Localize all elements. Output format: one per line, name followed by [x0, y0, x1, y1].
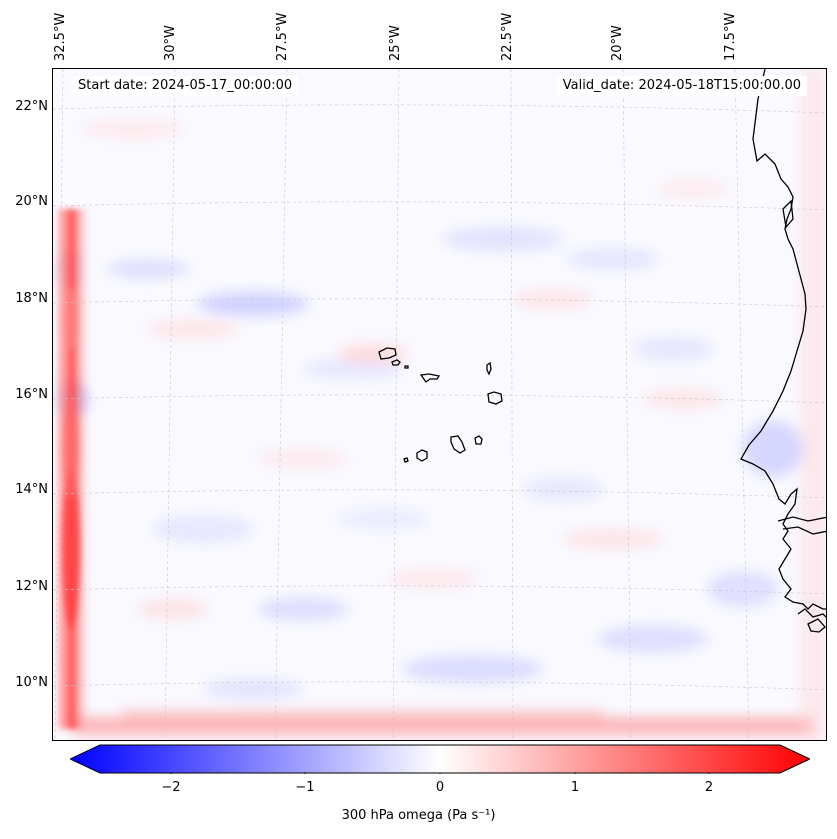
latitude-label-20n: 20°N: [15, 194, 48, 209]
island-maio: [474, 435, 483, 445]
latitude-label-16n: 16°N: [15, 387, 48, 402]
latitude-label-14n: 14°N: [15, 482, 48, 497]
bottom-ascent-band: [73, 717, 813, 735]
island-santa-luzia: [404, 365, 409, 369]
longitude-label-17-5w: 17.5°W: [723, 12, 738, 61]
colorbar-label: 300 hPa omega (Pa s⁻¹): [341, 808, 496, 823]
latitude-label-10n: 10°N: [15, 675, 48, 690]
longitude-label-32-5w: 32.5°W: [53, 12, 68, 61]
colorbar-tick-1: 1: [570, 780, 580, 795]
island-brava: [403, 457, 409, 463]
valid-date-label: Valid_date: 2024-05-18T15:00:00.00: [556, 76, 807, 96]
colorbar-tick-2: 2: [704, 780, 714, 795]
omega-field-map: [53, 69, 826, 740]
latitude-label-22n: 22°N: [15, 99, 48, 114]
longitude-label-30w: 30°W: [163, 25, 178, 61]
longitude-label-22-5w: 22.5°W: [500, 12, 515, 61]
colorbar-tick-0: 0: [435, 780, 445, 795]
left-ascent-band: [57, 209, 91, 729]
colorbar-tick-minus-2: −2: [161, 780, 181, 795]
start-date-label: Start date: 2024-05-17_00:00:00: [72, 76, 299, 96]
graticule: [53, 69, 826, 740]
colorbar-tick-minus-1: −1: [295, 780, 315, 795]
west-africa-coastline: [740, 69, 826, 633]
island-sao-vicente: [391, 359, 401, 366]
omega-field-blobs: [58, 69, 826, 740]
island-sao-nicolau: [419, 373, 441, 383]
cabo-verde-islands: [378, 347, 503, 463]
island-sal: [486, 361, 492, 376]
longitude-label-20w: 20°W: [610, 25, 625, 61]
latitude-label-18n: 18°N: [15, 291, 48, 306]
longitude-label-25w: 25°W: [388, 25, 403, 61]
island-boa-vista: [487, 391, 503, 405]
latitude-label-12n: 12°N: [15, 579, 48, 594]
island-santo-antao: [378, 347, 397, 360]
colorbar: [70, 744, 810, 774]
island-santiago: [450, 435, 466, 454]
map-panel: [52, 68, 827, 741]
longitude-label-27-5w: 27.5°W: [275, 12, 290, 61]
island-fogo: [416, 449, 428, 462]
